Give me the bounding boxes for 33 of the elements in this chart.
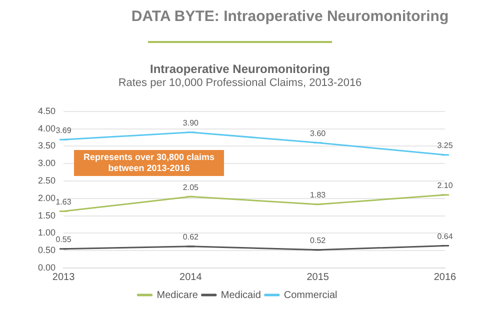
legend-label: Commercial — [284, 290, 338, 301]
y-tick-label: 0.50 — [38, 245, 56, 256]
x-tick-label: 2015 — [306, 272, 330, 283]
data-label: 3.25 — [437, 141, 454, 150]
y-tick-label: 2.50 — [38, 175, 56, 186]
y-tick-label: 4.00 — [38, 123, 56, 134]
y-tick-label: 3.00 — [38, 158, 56, 168]
data-label: 0.62 — [182, 232, 200, 242]
data-label: 3.69 — [56, 126, 72, 135]
legend-label: Medicaid — [220, 290, 261, 301]
y-tick-label: 2.00 — [38, 192, 56, 203]
y-tick-label: 4.50 — [38, 106, 56, 116]
data-label: 1.83 — [310, 190, 326, 200]
y-tick-label: 0.00 — [38, 262, 56, 272]
data-label: 1.63 — [56, 197, 72, 206]
x-tick-label: 2014 — [180, 272, 202, 283]
y-tick-label: 3.50 — [38, 140, 56, 151]
data-label: 0.55 — [56, 235, 72, 244]
data-label: 3.60 — [310, 128, 326, 138]
chart-subtitle: Rates per 10,000 Professional Claims, 2013-2016 — [117, 77, 363, 89]
x-tick-label: 2016 — [434, 272, 457, 283]
annotation: Represents over 30,800 claims between 2013-2016 — [74, 150, 224, 176]
legend-label: Medicare — [156, 290, 198, 301]
data-label: 2.10 — [437, 181, 454, 190]
text: DATA BYTE: Intraoperative Neuromonitoring — [130, 8, 450, 25]
data-label: 2.05 — [182, 182, 200, 192]
y-tick-label: 1.50 — [38, 210, 56, 220]
chart-title: Intraoperative Neuromonitoring — [148, 62, 332, 76]
data-label: 3.90 — [182, 118, 200, 128]
data-label: 0.52 — [310, 236, 326, 246]
x-tick-label: 2013 — [52, 272, 76, 283]
data-label: 0.64 — [437, 232, 454, 241]
y-tick-label: 1.00 — [38, 228, 56, 238]
